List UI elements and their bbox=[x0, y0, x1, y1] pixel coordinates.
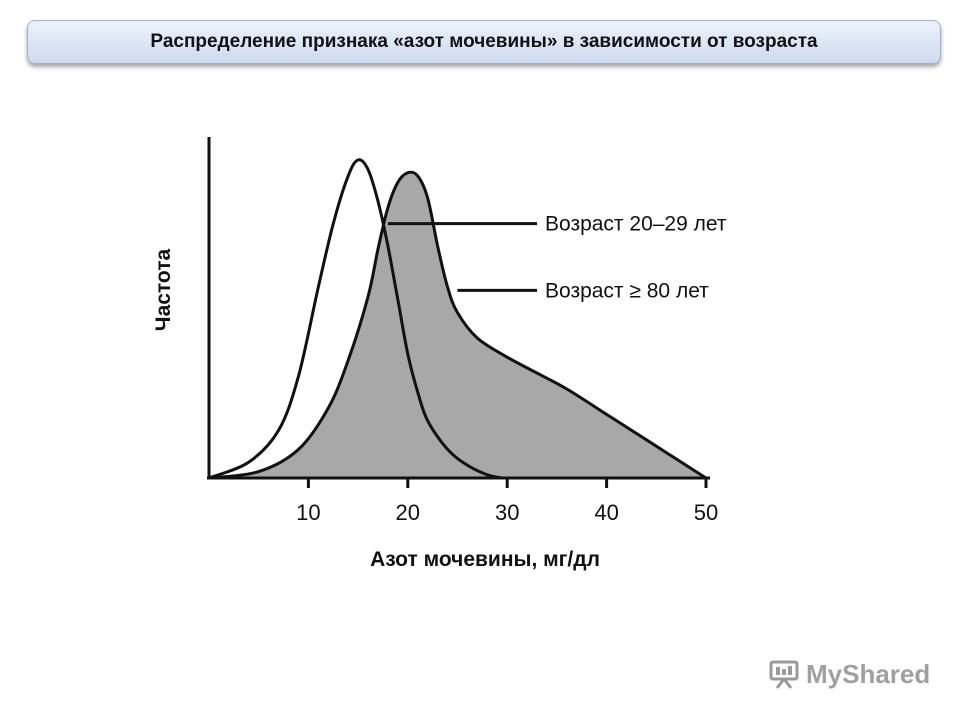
watermark: MyShared bbox=[768, 656, 930, 692]
x-tick-label-10: 10 bbox=[296, 500, 320, 525]
title-banner: Распределение признака «азот мочевины» в… bbox=[27, 20, 941, 64]
series-label-0: Возраст 20–29 лет bbox=[545, 213, 727, 236]
x-axis-title: Азот мочевины, мг/дл bbox=[370, 548, 600, 571]
x-axis-ticks: 10 20 30 40 50 bbox=[296, 478, 718, 525]
x-tick-label-40: 40 bbox=[594, 500, 618, 525]
series-curve-1 bbox=[207, 170, 708, 480]
series-curve-0 bbox=[208, 158, 503, 480]
x-tick-label-50: 50 bbox=[694, 500, 718, 525]
presentation-stand-icon bbox=[769, 660, 799, 689]
slide-title: Распределение признака «азот мочевины» в… bbox=[150, 31, 818, 52]
series-label-1: Возраст ≥ 80 лет bbox=[545, 279, 709, 302]
series-annotations: Возраст 20–29 лет Возраст ≥ 80 лет bbox=[387, 213, 727, 302]
x-tick-label-20: 20 bbox=[396, 500, 420, 525]
watermark-text: MyShared bbox=[806, 658, 931, 689]
plot-area bbox=[207, 158, 708, 480]
y-axis-title: Частота bbox=[152, 248, 175, 331]
x-tick-label-30: 30 bbox=[495, 500, 519, 525]
